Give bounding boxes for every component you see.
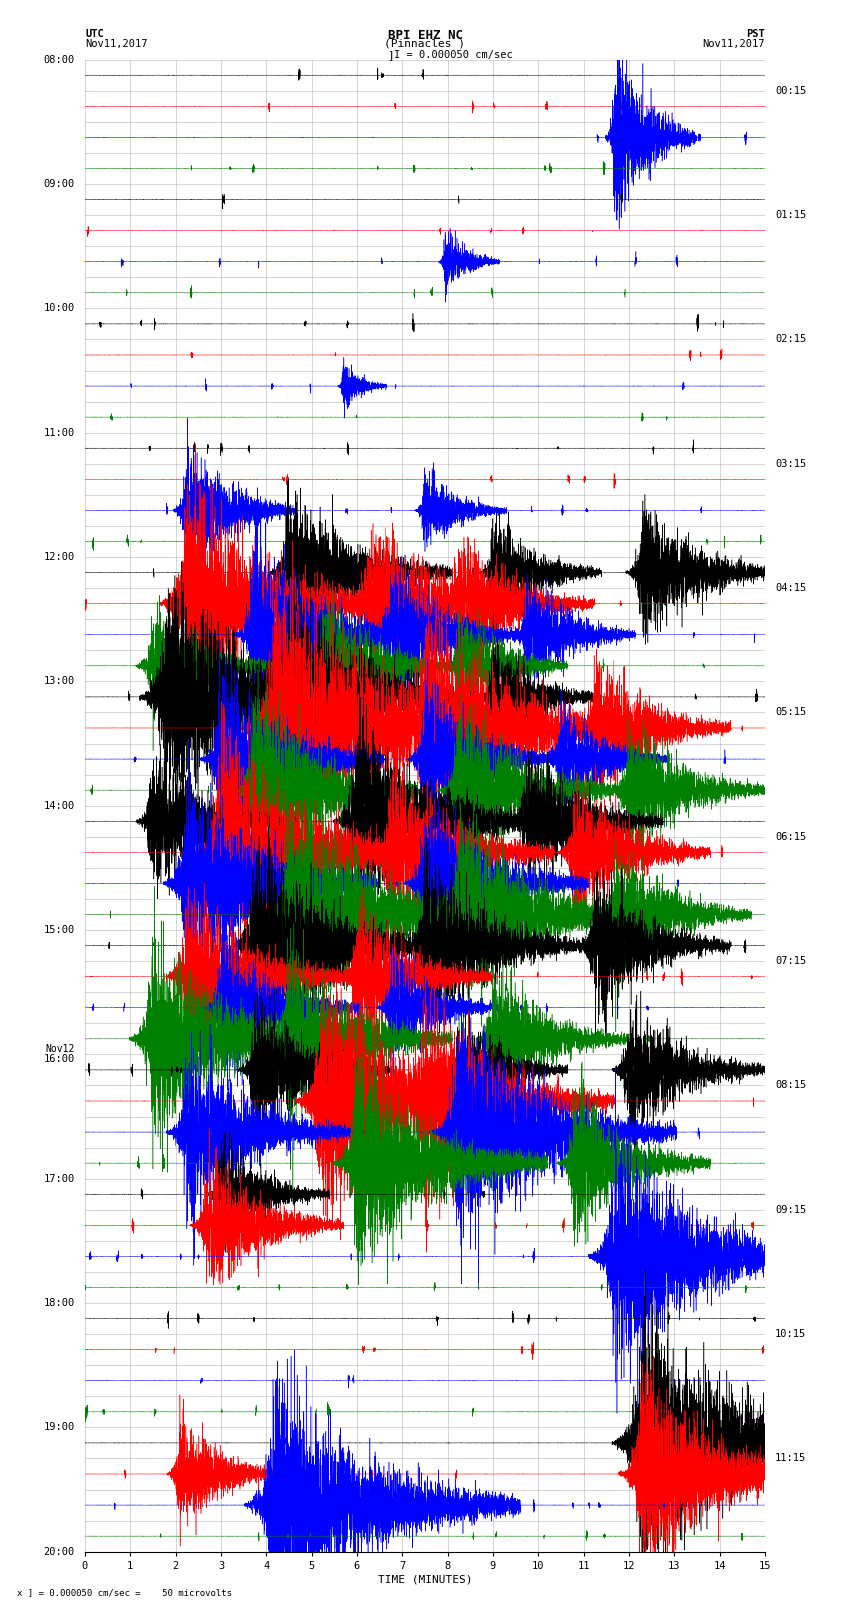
Text: 10:00: 10:00 [43, 303, 75, 313]
Text: Nov11,2017: Nov11,2017 [702, 39, 765, 48]
Text: 08:15: 08:15 [775, 1081, 807, 1090]
Text: 05:15: 05:15 [775, 708, 807, 718]
Text: 17:00: 17:00 [43, 1174, 75, 1184]
Text: I = 0.000050 cm/sec: I = 0.000050 cm/sec [394, 50, 513, 60]
Text: 06:15: 06:15 [775, 832, 807, 842]
Text: 16:00: 16:00 [43, 1055, 75, 1065]
Text: PST: PST [746, 29, 765, 39]
Text: 15:00: 15:00 [43, 924, 75, 936]
Text: 18:00: 18:00 [43, 1298, 75, 1308]
Text: 00:15: 00:15 [775, 85, 807, 95]
X-axis label: TIME (MINUTES): TIME (MINUTES) [377, 1574, 473, 1586]
Text: 11:15: 11:15 [775, 1453, 807, 1463]
Text: 04:15: 04:15 [775, 584, 807, 594]
Text: 13:00: 13:00 [43, 676, 75, 687]
Text: 07:15: 07:15 [775, 957, 807, 966]
Text: 19:00: 19:00 [43, 1423, 75, 1432]
Text: 14:00: 14:00 [43, 800, 75, 811]
Text: 01:15: 01:15 [775, 210, 807, 219]
Text: 08:00: 08:00 [43, 55, 75, 65]
Text: BPI EHZ NC: BPI EHZ NC [388, 29, 462, 42]
Text: 02:15: 02:15 [775, 334, 807, 345]
Text: ]: ] [387, 50, 394, 60]
Text: 20:00: 20:00 [43, 1547, 75, 1557]
Text: 09:15: 09:15 [775, 1205, 807, 1215]
Text: Nov12: Nov12 [45, 1044, 75, 1055]
Text: Nov11,2017: Nov11,2017 [85, 39, 148, 48]
Text: (Pinnacles ): (Pinnacles ) [384, 39, 466, 48]
Text: 03:15: 03:15 [775, 458, 807, 469]
Text: 10:15: 10:15 [775, 1329, 807, 1339]
Text: 11:00: 11:00 [43, 427, 75, 437]
Text: UTC: UTC [85, 29, 104, 39]
Text: 12:00: 12:00 [43, 552, 75, 561]
Text: x ] = 0.000050 cm/sec =    50 microvolts: x ] = 0.000050 cm/sec = 50 microvolts [17, 1587, 232, 1597]
Text: 09:00: 09:00 [43, 179, 75, 189]
